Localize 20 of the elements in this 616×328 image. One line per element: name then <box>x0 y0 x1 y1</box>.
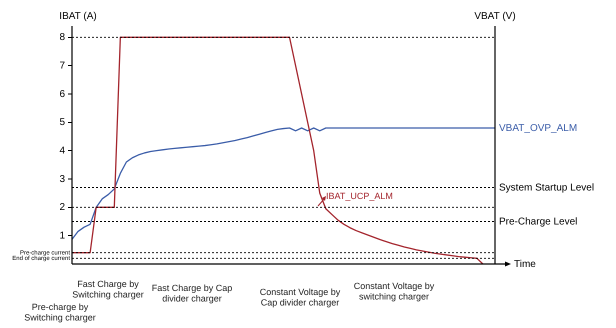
y-tick-label: 6 <box>59 88 66 100</box>
text: Fast Charge by Cap divider charger <box>152 282 232 304</box>
y-tick-label: 2 <box>59 202 66 214</box>
y-tick-label: 7 <box>59 60 66 72</box>
y-tick-label: 8 <box>59 32 66 44</box>
y-tick-label: 5 <box>59 117 66 128</box>
y-tick-label: 4 <box>59 145 66 156</box>
y-tick-label: 3 <box>59 174 66 185</box>
y-tick-label: 1 <box>59 230 66 242</box>
text: Constant Voltage by switching charger <box>354 280 435 302</box>
text: Fast Charge by Switching charger <box>72 278 144 300</box>
annotation: IBAT_UCP_ALM <box>326 190 393 201</box>
text: Constant Voltage by Cap divider charger <box>260 286 341 308</box>
ref-line-label: System Startup Level <box>499 182 594 194</box>
y-axis-title: IBAT (A) <box>59 10 97 22</box>
ref-line-label: Pre-Charge Level <box>499 216 578 228</box>
x-axis-title: Time <box>514 258 536 270</box>
text: Pre-charge by Switching charger <box>24 302 96 322</box>
y2-axis-title: VBAT (V) <box>474 10 516 22</box>
series-label: VBAT_OVP_ALM <box>499 122 578 134</box>
